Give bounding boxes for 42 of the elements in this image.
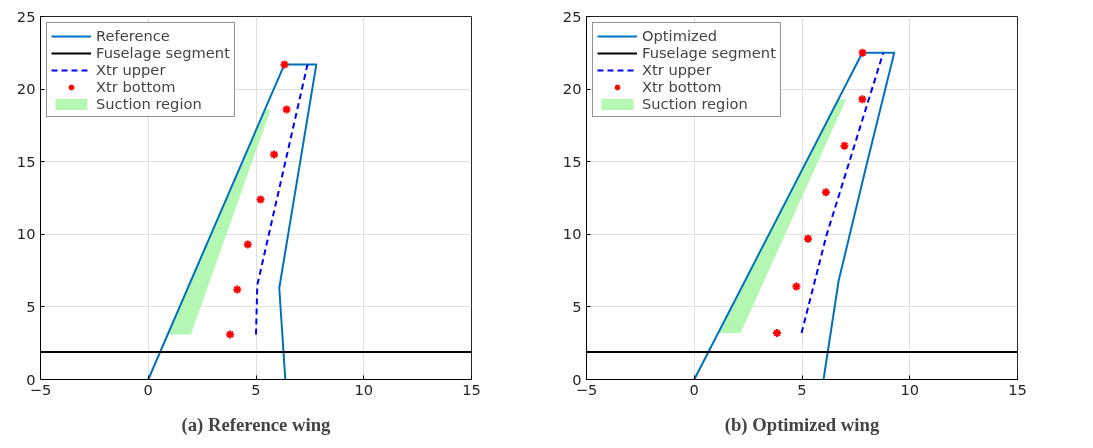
- y-tick-label: 5: [572, 297, 582, 315]
- point: [279, 59, 290, 70]
- x-tick-label: 15: [462, 380, 481, 398]
- point: [857, 94, 868, 105]
- legend-label: Suction region: [96, 95, 202, 112]
- y-tick-label: 20: [562, 80, 582, 98]
- point: [232, 284, 243, 295]
- text: (b) Optimized wing: [724, 413, 880, 436]
- legend-label: Fuselage segment: [642, 44, 776, 61]
- point: [820, 187, 831, 198]
- legend-label: Xtr upper: [96, 61, 166, 78]
- x-tick-label: 0: [143, 380, 153, 398]
- y-tick-label: 10: [562, 225, 582, 243]
- x-tick-label: 10: [354, 380, 374, 398]
- y-tick-label: 15: [562, 152, 582, 170]
- y-tick-label: 15: [16, 152, 36, 170]
- y-tick-label: 20: [16, 80, 36, 98]
- legend-label: Xtr bottom: [642, 78, 722, 95]
- point: [791, 281, 802, 292]
- point: [242, 239, 253, 250]
- legend-label: Optimized: [642, 27, 718, 44]
- text: (a) Reference wing: [181, 413, 332, 436]
- legend-label: Fuselage segment: [96, 44, 230, 61]
- point: [839, 140, 850, 151]
- y-tick-label: 25: [562, 7, 582, 25]
- point: [281, 104, 292, 115]
- point: [225, 329, 236, 340]
- x-tick-label: 0: [689, 380, 699, 398]
- y-tick-label: 5: [26, 297, 36, 315]
- point: [857, 47, 868, 58]
- x-tick-label: 5: [797, 380, 807, 398]
- point: [255, 194, 266, 205]
- legend-label: Xtr bottom: [96, 78, 176, 95]
- y-tick-label: 25: [16, 7, 36, 25]
- legend-label: Suction region: [642, 95, 748, 112]
- legend-label: Reference: [96, 27, 170, 44]
- x-tick-label: 5: [251, 380, 261, 398]
- y-tick-label: 10: [16, 225, 36, 243]
- x-tick-label: 15: [1008, 380, 1027, 398]
- legend-label: Xtr upper: [642, 61, 712, 78]
- x-tick-label: 10: [900, 380, 920, 398]
- point: [269, 149, 280, 160]
